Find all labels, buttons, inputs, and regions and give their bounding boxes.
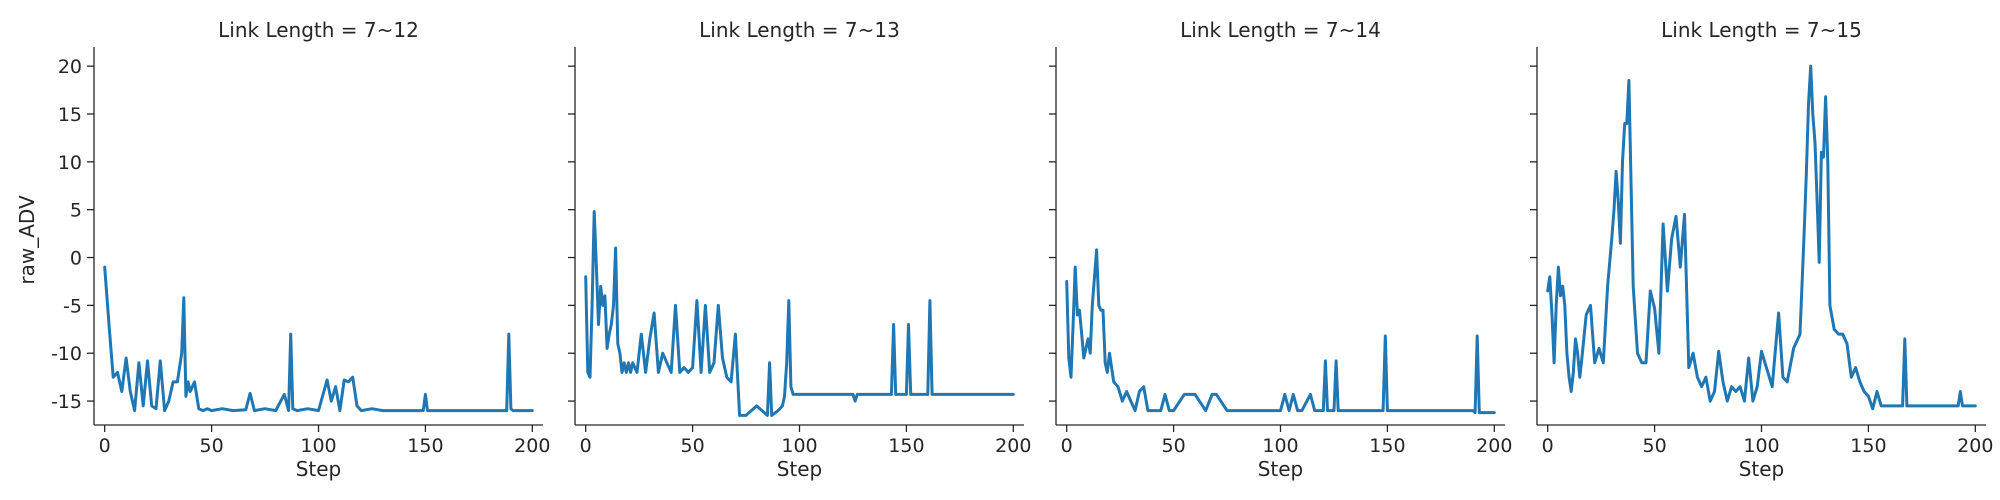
- y-tick-label: 0: [70, 248, 82, 270]
- y-tick-label: 20: [58, 56, 82, 78]
- x-tick-label: 0: [1061, 435, 1073, 457]
- x-tick-label: 100: [1743, 435, 1779, 457]
- panel-2: Link Length = 7~13 0 50 100 150 200 Step: [568, 18, 1031, 481]
- panels: Link Length = 7~120 50 100 150 200Step201510…: [51, 18, 1993, 481]
- y-tick-label: 15: [58, 104, 82, 126]
- series-line: [103, 265, 534, 413]
- panel-title: Link Length = 7~15: [1661, 18, 1862, 42]
- panel-1: Link Length = 7~120 50 100 150 200Step201510…: [51, 18, 550, 481]
- x-tick-label: 200: [1957, 435, 1993, 457]
- x-tick-label: 150: [407, 435, 443, 457]
- y-tick-label: 10: [58, 152, 82, 174]
- x-tick-label: 150: [1369, 435, 1405, 457]
- x-axis-label: Step: [777, 457, 823, 481]
- x-tick-label: 100: [781, 435, 817, 457]
- x-axis-label: Step: [1258, 457, 1304, 481]
- x-tick-label: 100: [300, 435, 336, 457]
- x-tick-label: 0: [1542, 435, 1554, 457]
- x-tick-label: 150: [888, 435, 924, 457]
- x-tick-label: 50: [1162, 435, 1186, 457]
- series-line: [1065, 248, 1496, 415]
- panel-title: Link Length = 7~14: [1180, 18, 1381, 42]
- y-tick-label: -15: [51, 391, 82, 413]
- y-tick-label: 5: [70, 200, 82, 222]
- panel-3: Link Length = 7~14 0 50 100 150 200 Step: [1049, 18, 1512, 481]
- x-tick-label: 0: [580, 435, 592, 457]
- x-tick-label: 200: [514, 435, 550, 457]
- x-tick-label: 100: [1262, 435, 1298, 457]
- x-tick-label: 200: [1476, 435, 1512, 457]
- y-axis-label: raw_ADV: [15, 195, 39, 285]
- x-axis-label: Step: [1739, 457, 1785, 481]
- panel-title: Link Length = 7~12: [218, 18, 419, 42]
- x-tick-label: 150: [1850, 435, 1886, 457]
- x-tick-label: 50: [681, 435, 705, 457]
- y-tick-label: -10: [51, 343, 82, 365]
- x-tick-label: 200: [995, 435, 1031, 457]
- x-axis-label: Step: [296, 457, 342, 481]
- panel-4: Link Length = 7~15 0 50 100 150 200 Step: [1530, 18, 1993, 481]
- series-line: [584, 210, 1015, 417]
- x-tick-label: 0: [99, 435, 111, 457]
- panel-title: Link Length = 7~13: [699, 18, 900, 42]
- series-line: [1546, 64, 1977, 411]
- y-tick-label: -5: [63, 295, 82, 317]
- x-tick-label: 50: [200, 435, 224, 457]
- x-tick-label: 50: [1643, 435, 1667, 457]
